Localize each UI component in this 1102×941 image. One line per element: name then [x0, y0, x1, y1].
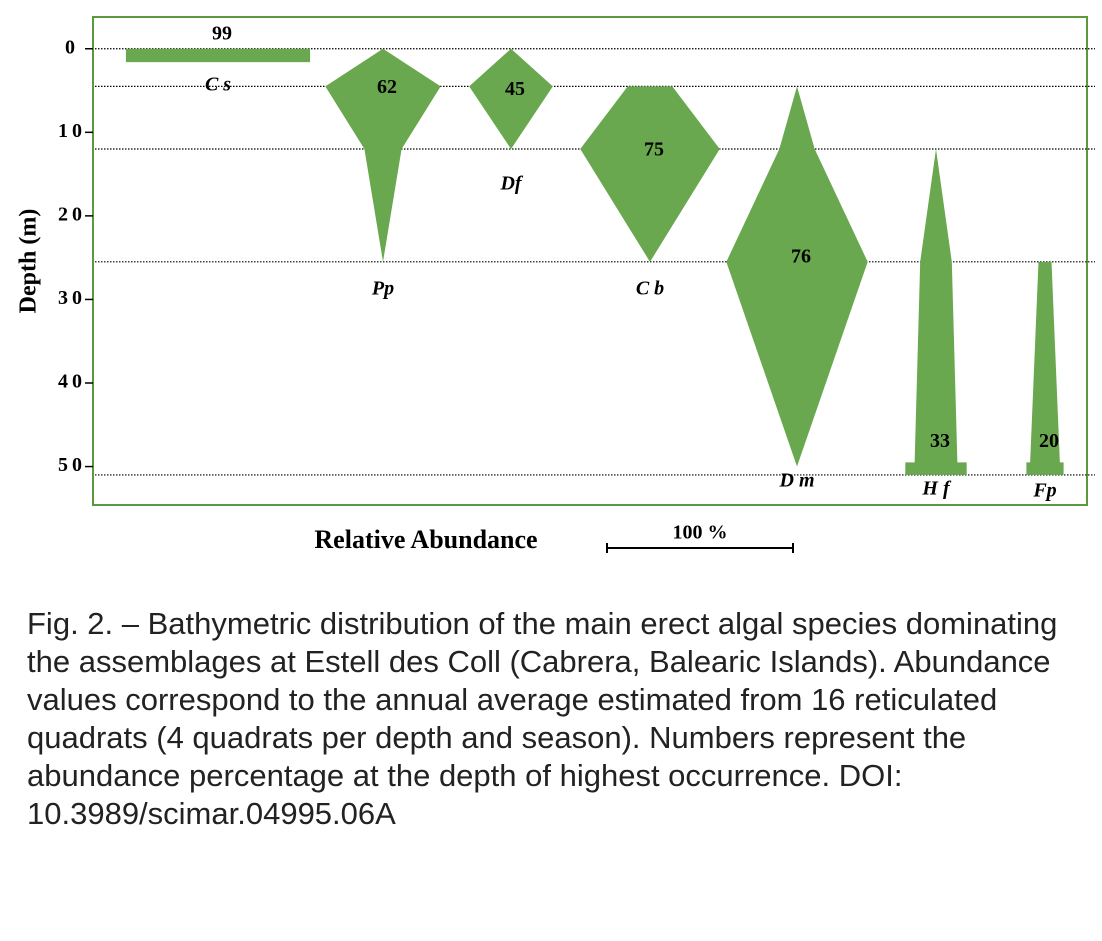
kite: [726, 86, 868, 467]
x-axis-label: Relative Abundance: [314, 525, 537, 554]
y-tick-label: 50: [58, 454, 86, 476]
data-label: 20: [1039, 430, 1059, 452]
data-label: 76: [791, 245, 811, 267]
data-label: 75: [644, 139, 664, 161]
data-label: 45: [505, 78, 525, 100]
data-label: 62: [377, 76, 397, 98]
y-tick-label: 10: [58, 120, 86, 142]
data-label: 99: [212, 22, 232, 44]
y-tick-label: 0: [65, 36, 79, 58]
species-label: C s: [205, 74, 231, 96]
y-tick-label: 40: [58, 371, 86, 393]
kite: [125, 48, 311, 63]
kite: [905, 149, 967, 475]
kite: [1026, 261, 1064, 475]
data-label: 33: [930, 430, 950, 452]
species-label: Fp: [1032, 480, 1056, 502]
species-label: Pp: [371, 278, 394, 300]
y-axis-label: Depth (m): [16, 209, 42, 314]
plot-frame: [92, 16, 1088, 506]
kite: [580, 86, 720, 262]
species-label: D m: [779, 470, 815, 492]
kite: [469, 48, 553, 150]
kite: [325, 48, 441, 262]
species-label: Df: [499, 173, 523, 195]
y-tick-label: 20: [58, 203, 86, 225]
scale-bar-label: 100 %: [673, 522, 728, 544]
chart: Depth (m) Relative Abundance 0 10 20 30 40 50…: [16, 16, 1095, 554]
caption: Fig. 2. – Bathymetric distribution of th…: [27, 606, 1058, 831]
species-label: C b: [636, 278, 664, 300]
y-tick-label: 30: [58, 287, 86, 309]
species-label: H f: [921, 478, 952, 500]
